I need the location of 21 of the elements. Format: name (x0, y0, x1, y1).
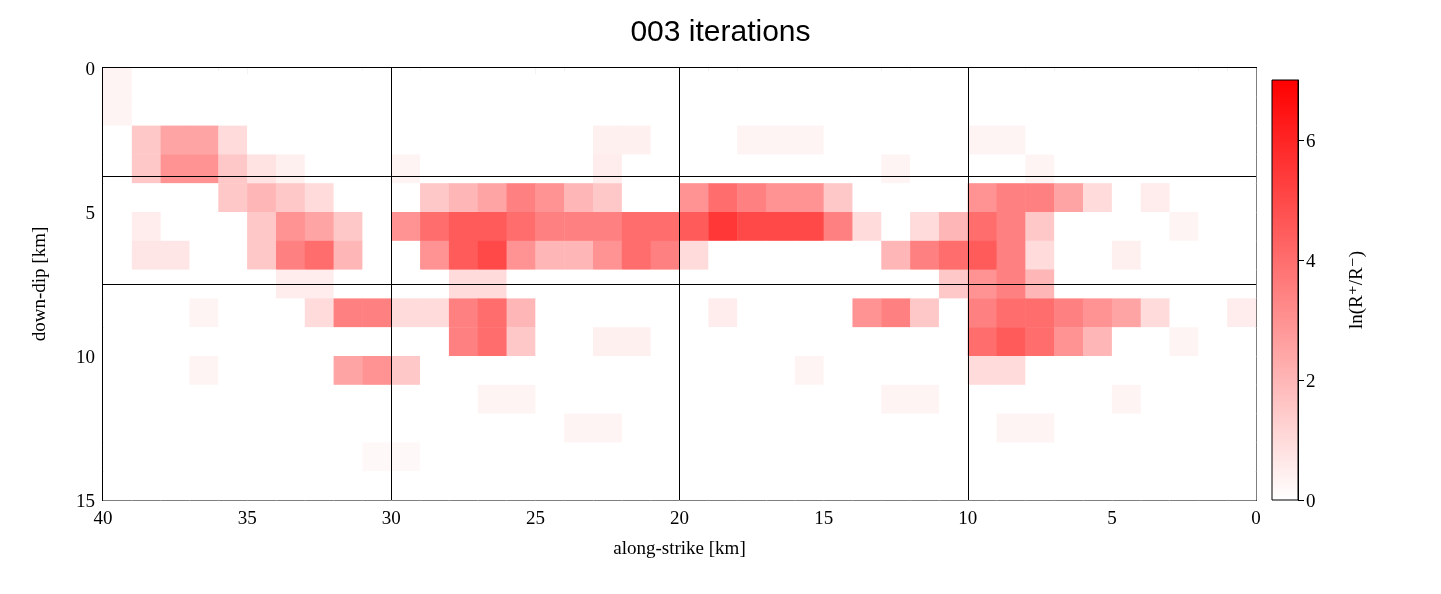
color-bar-title: ln(R⁺/R⁻) (1345, 250, 1367, 330)
x-tick-label: 10 (958, 507, 978, 528)
x-tick-label: 40 (93, 507, 113, 528)
color-bar-label: 0 (1306, 489, 1316, 511)
x-tick-label: 30 (381, 507, 401, 528)
y-tick-label: 15 (76, 489, 95, 511)
x-tick-label: 20 (670, 507, 689, 528)
x-tick-label: 0 (1251, 507, 1261, 528)
x-axis-title: along-strike [km] (613, 537, 746, 558)
x-tick-label: 5 (1107, 507, 1117, 528)
x-tick-label: 25 (525, 507, 545, 528)
y-tick-label: 5 (85, 201, 95, 223)
chart-title: 003 iterations (630, 13, 811, 47)
color-bar-label: 2 (1306, 369, 1316, 391)
y-axis-title: down-dip [km] (28, 226, 49, 342)
y-tick-label: 10 (76, 345, 95, 367)
y-tick-label: 0 (85, 57, 95, 79)
x-tick-label: 15 (814, 507, 834, 528)
color-bar-label: 6 (1306, 129, 1316, 151)
color-bar-label: 4 (1306, 249, 1316, 271)
x-tick-label: 35 (237, 507, 257, 528)
